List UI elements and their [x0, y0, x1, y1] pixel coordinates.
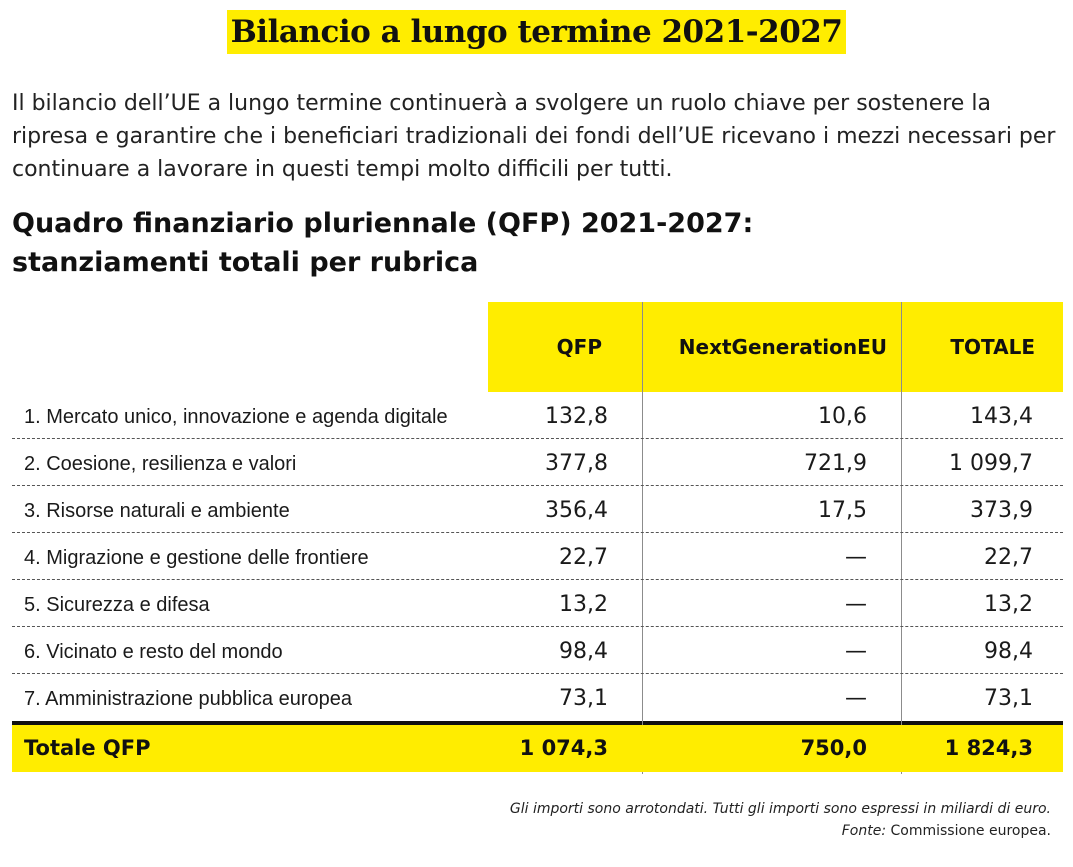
row-total-value: 22,7	[984, 545, 1033, 570]
title-container: Bilancio a lungo termine 2021-2027	[0, 10, 1073, 54]
column-divider-1	[642, 302, 643, 774]
row-qfp-value: 377,8	[545, 451, 608, 476]
budget-table: QFP NextGenerationEU TOTALE 1. Mercato u…	[12, 302, 1063, 774]
row-label: 4. Migrazione e gestione delle frontiere	[24, 547, 369, 569]
table-row: 4. Migrazione e gestione delle frontiere…	[12, 533, 1063, 580]
footnote: Gli importi sono arrotondati. Tutti gli …	[510, 798, 1051, 842]
row-qfp-value: 22,7	[559, 545, 608, 570]
table-row: 3. Risorse naturali e ambiente 356,4 17,…	[12, 486, 1063, 533]
page-title: Bilancio a lungo termine 2021-2027	[226, 10, 847, 54]
footnote-source-label: Fonte:	[841, 823, 887, 839]
row-ngeu-value: —	[845, 686, 867, 711]
intro-paragraph: Il bilancio dell’UE a lungo termine cont…	[12, 91, 1056, 182]
row-label: 2. Coesione, resilienza e valori	[24, 453, 297, 475]
row-ngeu-value: 721,9	[804, 451, 867, 476]
row-qfp-value: 132,8	[545, 404, 608, 429]
table-title-line-2: stanziamenti totali per rubrica	[12, 247, 479, 278]
row-ngeu-value: —	[845, 545, 867, 570]
table-title: Quadro finanziario pluriennale (QFP) 202…	[12, 204, 1062, 282]
row-ngeu-value: —	[845, 592, 867, 617]
footnote-rounding: Gli importi sono arrotondati. Tutti gli …	[509, 801, 1051, 817]
total-ngeu-value: 750,0	[800, 736, 867, 760]
row-label: 3. Risorse naturali e ambiente	[24, 500, 290, 522]
table-row: 2. Coesione, resilienza e valori 377,8 7…	[12, 439, 1063, 486]
row-total-value: 73,1	[984, 686, 1033, 711]
total-qfp-value: 1 074,3	[519, 736, 608, 760]
column-header-ngeu: NextGenerationEU	[643, 302, 901, 392]
row-total-value: 373,9	[970, 498, 1033, 523]
column-divider-2	[901, 302, 902, 774]
row-total-value: 143,4	[970, 404, 1033, 429]
row-qfp-value: 73,1	[559, 686, 608, 711]
row-ngeu-value: 10,6	[818, 404, 867, 429]
row-ngeu-value: —	[845, 639, 867, 664]
table-row: 6. Vicinato e resto del mondo 98,4 — 98,…	[12, 627, 1063, 674]
row-qfp-value: 356,4	[545, 498, 608, 523]
total-separator	[12, 721, 1063, 725]
row-label: 6. Vicinato e resto del mondo	[24, 641, 283, 663]
footnote-source-value: Commissione europea.	[890, 823, 1051, 839]
row-ngeu-value: 17,5	[818, 498, 867, 523]
row-label: 1. Mercato unico, innovazione e agenda d…	[24, 406, 448, 428]
table-row: 1. Mercato unico, innovazione e agenda d…	[12, 392, 1063, 439]
row-total-value: 98,4	[984, 639, 1033, 664]
total-label: Totale QFP	[24, 736, 151, 760]
table-header: QFP NextGenerationEU TOTALE	[12, 302, 1063, 392]
total-total-value: 1 824,3	[944, 736, 1033, 760]
column-header-qfp: QFP	[488, 302, 642, 392]
row-qfp-value: 98,4	[559, 639, 608, 664]
row-total-value: 1 099,7	[949, 451, 1033, 476]
column-header-total: TOTALE	[902, 302, 1063, 392]
row-label: 5. Sicurezza e difesa	[24, 594, 210, 616]
total-row: Totale QFP 1 074,3 750,0 1 824,3	[12, 725, 1063, 772]
table-title-line-1: Quadro finanziario pluriennale (QFP) 202…	[12, 208, 754, 239]
table-row: 5. Sicurezza e difesa 13,2 — 13,2	[12, 580, 1063, 627]
footnote-source: Fonte: Commissione europea.	[510, 820, 1051, 842]
row-qfp-value: 13,2	[559, 592, 608, 617]
table-row: 7. Amministrazione pubblica europea 73,1…	[12, 674, 1063, 721]
row-label: 7. Amministrazione pubblica europea	[24, 688, 352, 710]
row-total-value: 13,2	[984, 592, 1033, 617]
